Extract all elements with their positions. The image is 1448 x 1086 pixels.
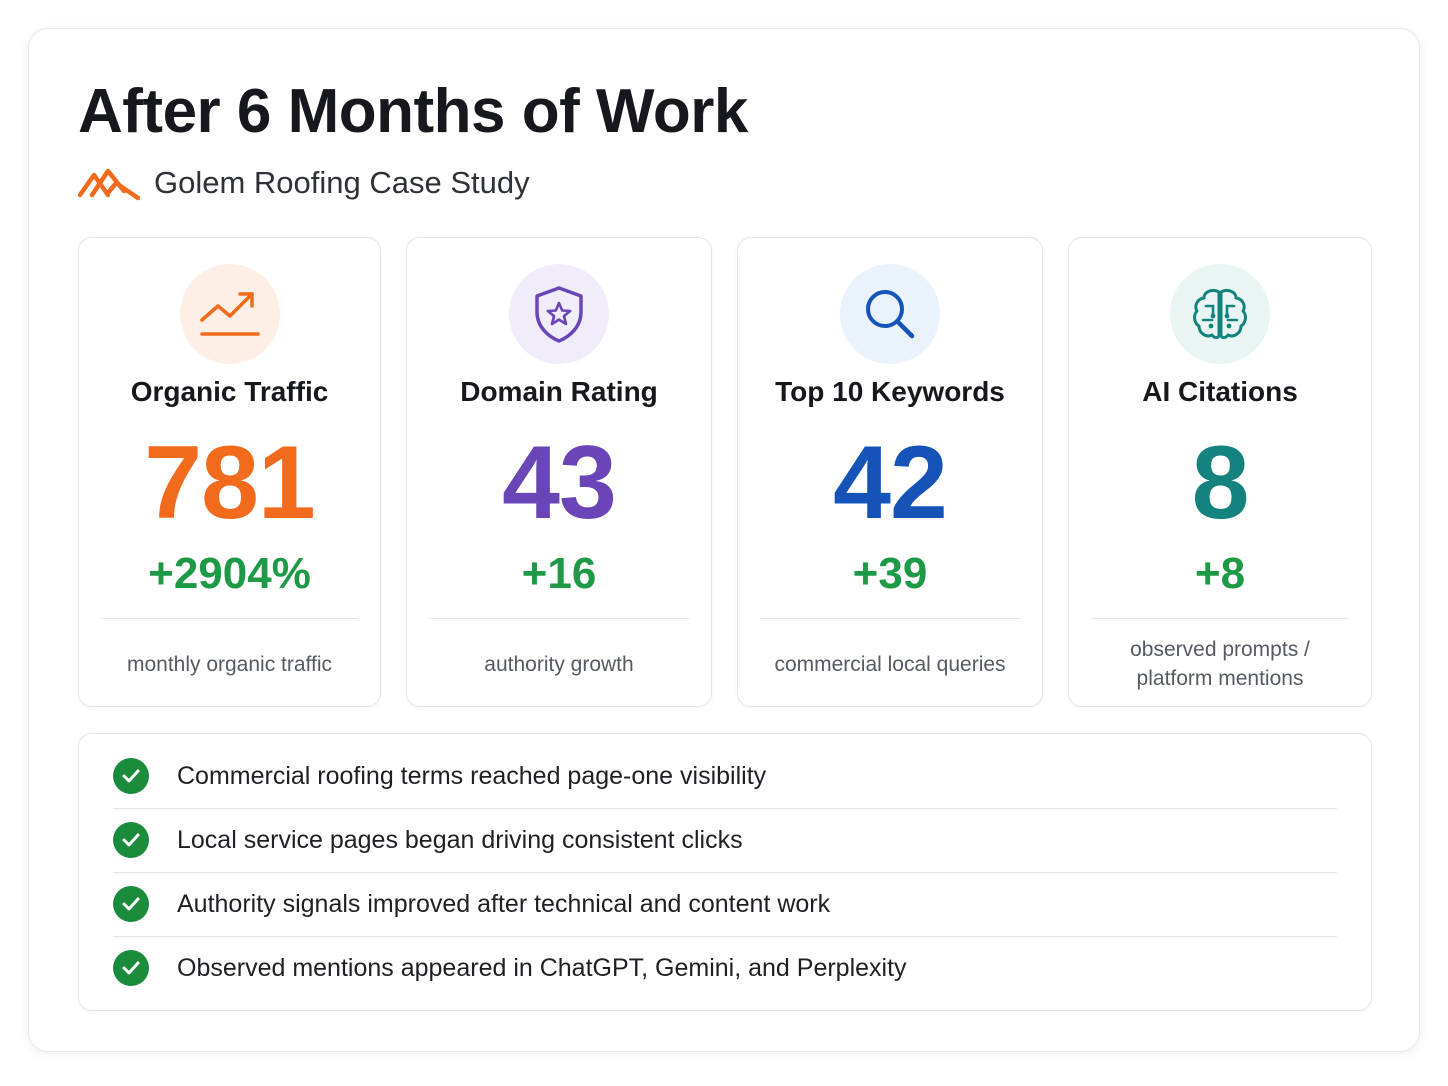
metric-card-top-keywords: Top 10 Keywords 42 +39 commercial local … [737, 237, 1043, 707]
brain-icon [1193, 288, 1247, 340]
metric-caption: commercial local queries [774, 652, 1006, 676]
metric-icon-circle [179, 264, 280, 364]
metric-card-ai-citations: AI Citations 8 +8 observed prompts / pla… [1068, 237, 1372, 707]
metric-value: 781 [144, 425, 316, 541]
divider [429, 618, 689, 619]
metric-value: 43 [502, 425, 617, 541]
list-item-text: Authority signals improved after technic… [177, 889, 831, 918]
metric-caption: observed prompts / platform mentions [1130, 638, 1310, 690]
check-icon [113, 950, 149, 986]
metric-delta: +8 [1194, 549, 1246, 598]
page-subtitle: Golem Roofing Case Study [154, 165, 530, 200]
check-icon [113, 758, 149, 794]
list-item: Commercial roofing terms reached page-on… [113, 744, 1337, 809]
page-title: After 6 Months of Work [78, 77, 748, 146]
metric-caption: authority growth [484, 652, 634, 676]
metric-delta: +16 [521, 549, 597, 598]
metric-delta: +39 [852, 549, 928, 598]
metric-title: Domain Rating [460, 376, 658, 407]
list-item-text: Commercial roofing terms reached page-on… [177, 761, 767, 790]
metric-icon-circle [509, 264, 609, 364]
metric-title: AI Citations [1142, 376, 1298, 407]
metric-delta: +2904% [148, 549, 311, 598]
metric-title: Top 10 Keywords [775, 376, 1005, 407]
metric-icon-circle [1170, 264, 1270, 364]
trend-up-icon [199, 292, 260, 336]
list-item: Authority signals improved after technic… [113, 872, 1337, 937]
search-icon [866, 290, 915, 339]
highlights-list: Commercial roofing terms reached page-on… [78, 733, 1372, 1011]
list-item: Observed mentions appeared in ChatGPT, G… [113, 936, 1337, 1000]
metric-value: 8 [1191, 425, 1250, 541]
divider [760, 618, 1020, 619]
check-icon [113, 886, 149, 922]
metric-title: Organic Traffic [130, 376, 329, 407]
shield-star-icon [535, 286, 583, 343]
roof-icon [78, 168, 140, 201]
divider [101, 618, 358, 619]
divider [1091, 618, 1349, 619]
list-item-text: Local service pages began driving consis… [177, 825, 743, 854]
check-icon [113, 822, 149, 858]
metric-caption: monthly organic traffic [126, 652, 333, 676]
metric-value: 42 [833, 425, 948, 541]
subtitle-row: Golem Roofing Case Study [78, 162, 530, 204]
metric-card-domain-rating: Domain Rating 43 +16 authority growth [406, 237, 712, 707]
list-item: Local service pages began driving consis… [113, 808, 1337, 873]
list-item-text: Observed mentions appeared in ChatGPT, G… [177, 953, 907, 982]
metric-icon-circle [840, 264, 940, 364]
metric-card-organic-traffic: Organic Traffic 781 +2904% monthly organ… [78, 237, 381, 707]
